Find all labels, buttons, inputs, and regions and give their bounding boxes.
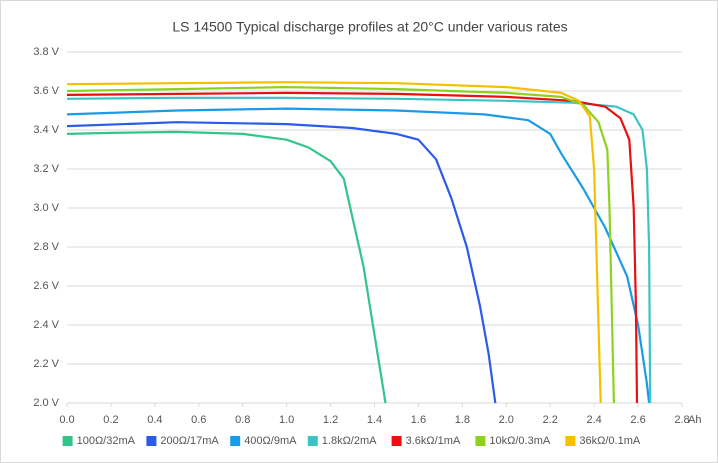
series-line — [66, 81, 602, 404]
y-tick-label: 2.6 V — [33, 280, 59, 292]
legend-label: 10kΩ/0.3mA — [489, 435, 550, 447]
legend-label: 1.8kΩ/2mA — [322, 435, 377, 447]
y-tick-label: 2.2 V — [33, 358, 59, 370]
legend-swatch — [475, 436, 486, 446]
legend-label: 200Ω/17mA — [160, 435, 219, 447]
y-tick-label: 2.8 V — [33, 241, 59, 253]
x-axis-label: Ah — [688, 414, 701, 426]
legend-swatch — [391, 436, 402, 446]
legend-label: 36kΩ/0.1mA — [579, 435, 640, 447]
series-line — [66, 91, 639, 404]
y-tick-label: 3.0 V — [33, 202, 59, 214]
legend-swatch — [62, 436, 73, 446]
x-tick-label: 1.2 — [323, 414, 338, 426]
x-tick-label: 2.6 — [630, 414, 645, 426]
chart-title: LS 14500 Typical discharge profiles at 2… — [172, 19, 567, 35]
x-tick-label: 0.0 — [59, 414, 74, 426]
legend-label: 100Ω/32mA — [77, 435, 136, 447]
y-tick-label: 3.8 V — [33, 46, 59, 58]
x-tick-label: 1.6 — [411, 414, 426, 426]
legend-swatch — [230, 436, 241, 446]
x-tick-label: 2.0 — [499, 414, 514, 426]
x-tick-label: 1.8 — [455, 414, 470, 426]
y-tick-label: 3.6 V — [33, 85, 59, 97]
x-tick-label: 2.4 — [586, 414, 601, 426]
x-tick-label: 1.4 — [367, 414, 382, 426]
series-line — [66, 86, 615, 404]
y-tick-label: 3.2 V — [33, 163, 59, 175]
legend-label: 400Ω/9mA — [244, 435, 297, 447]
x-tick-label: 0.6 — [191, 414, 206, 426]
x-tick-label: 2.2 — [543, 414, 558, 426]
series-line — [66, 121, 497, 404]
legend-swatch — [146, 436, 157, 446]
legend-swatch — [565, 436, 576, 446]
legend-swatch — [307, 436, 318, 446]
y-tick-label: 2.4 V — [33, 319, 59, 331]
y-tick-label: 2.0 V — [33, 397, 59, 409]
x-tick-label: 2.8 — [674, 414, 689, 426]
y-tick-label: 3.4 V — [33, 124, 59, 136]
x-tick-label: 0.8 — [235, 414, 250, 426]
series-line — [66, 130, 387, 404]
x-tick-label: 0.4 — [147, 414, 162, 426]
x-tick-label: 1.0 — [279, 414, 294, 426]
legend-label: 3.6kΩ/1mA — [406, 435, 461, 447]
x-tick-label: 0.2 — [103, 414, 118, 426]
